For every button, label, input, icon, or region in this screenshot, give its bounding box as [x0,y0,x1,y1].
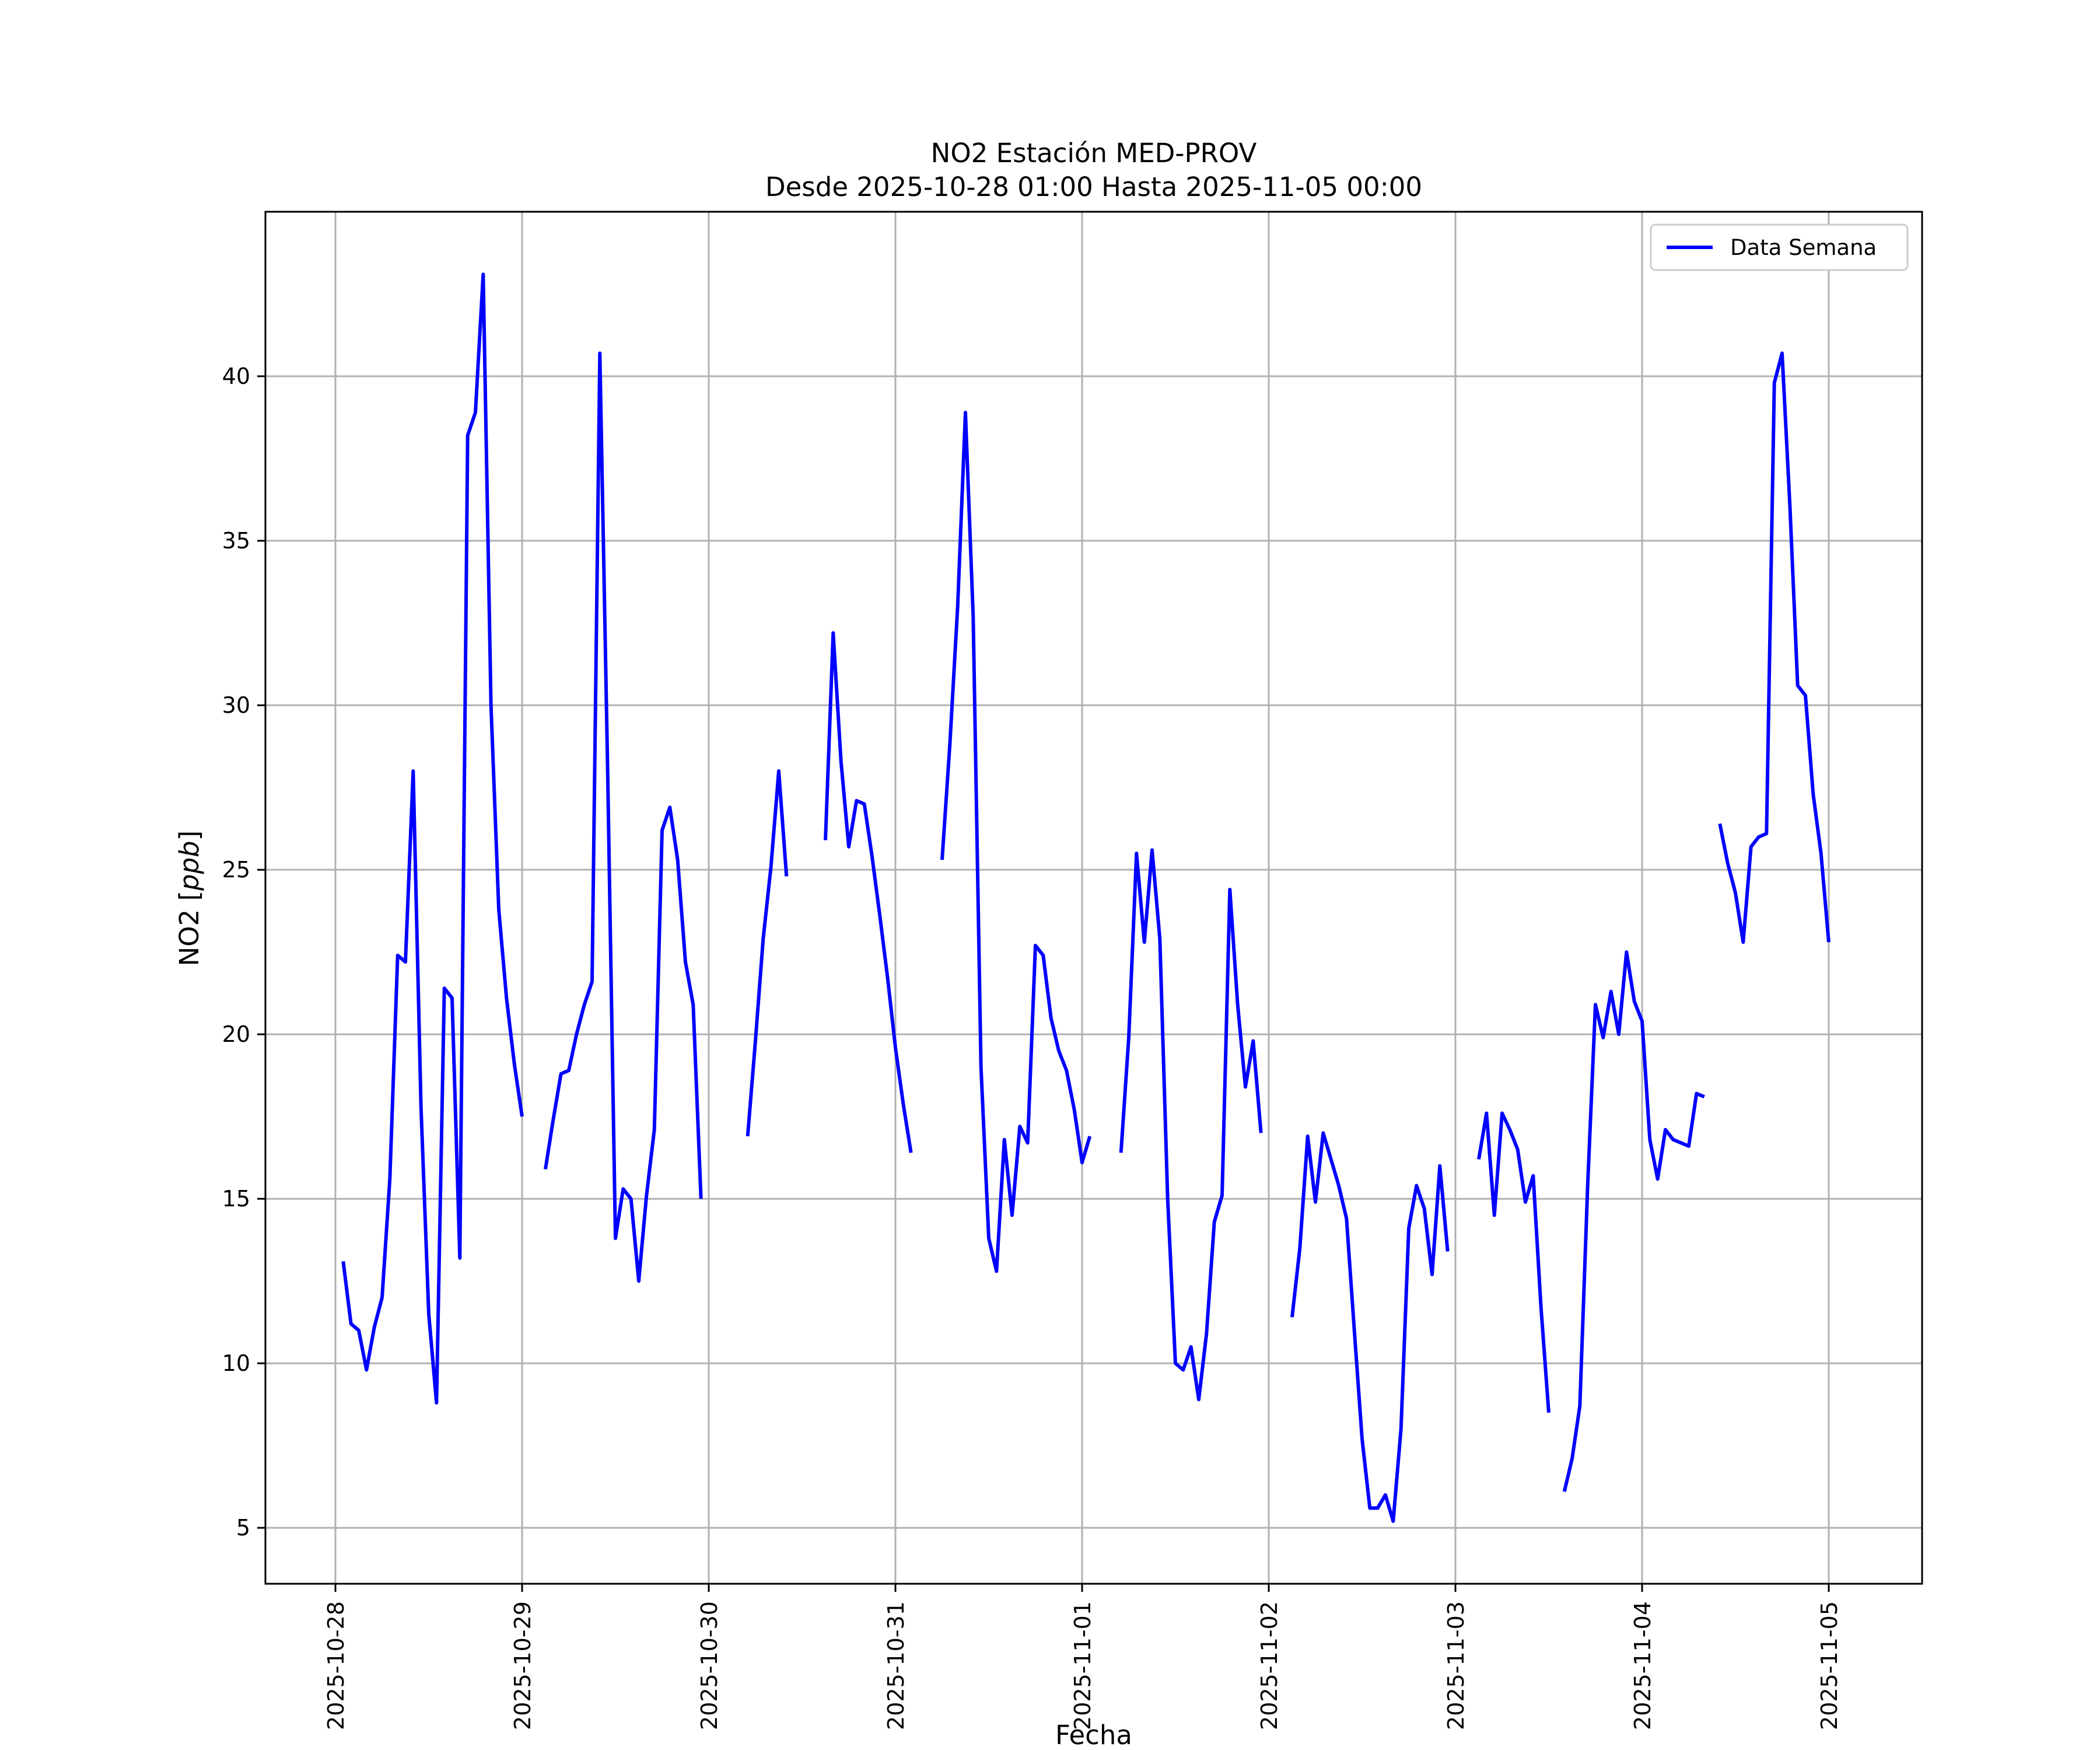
y-tick-label: 30 [222,692,250,718]
x-tick-label: 2025-11-01 [1070,1601,1096,1730]
y-axis-ticks: 5 10 15 20 25 30 35 40 [222,363,265,1541]
x-tick-label: 2025-11-05 [1817,1601,1842,1730]
plot-frame [264,211,1923,1585]
x-tick-label: 2025-10-30 [696,1601,722,1730]
x-tick-label: 2025-10-29 [510,1601,536,1730]
series-line-segment [1119,848,1263,1402]
y-tick-label: 15 [222,1186,250,1212]
y-axis-label-text: NO2 [ [174,891,205,967]
plot-area [264,211,1923,1585]
x-axis-label: Fecha [1055,1720,1132,1750]
x-tick-label: 2025-10-31 [883,1601,909,1730]
series-line-segment [1718,351,1831,944]
series-line-segment [341,272,524,1405]
series-line-segment [1477,1111,1550,1413]
legend: Data Semana [1650,223,1909,271]
x-tick-label: 2025-11-02 [1256,1601,1282,1730]
x-tick-label: 2025-11-04 [1630,1601,1656,1730]
y-tick-label: 20 [222,1021,250,1047]
series-line-segment [940,411,1092,1273]
data-series [341,272,1831,1523]
y-tick-label: 5 [236,1515,250,1541]
grid-lines [265,212,1922,1584]
x-axis-ticks: 2025-10-28 2025-10-29 2025-10-30 2025-10-31… [323,1584,1842,1730]
x-tick-label: 2025-11-03 [1443,1601,1469,1730]
x-tick-label: 2025-10-28 [323,1601,349,1730]
y-tick-label: 10 [222,1350,250,1376]
y-tick-label: 25 [222,857,250,883]
chart-title: NO2 Estación MED-PROV [931,138,1257,169]
y-axis-label-close: ] [174,831,205,841]
y-axis-label-unit: ppb [174,841,205,891]
legend-label: Data Semana [1730,235,1877,260]
series-line-segment [1290,1131,1450,1523]
y-tick-label: 35 [222,528,250,554]
series-line-segment [746,769,789,1137]
chart-subtitle: Desde 2025-10-28 01:00 Hasta 2025-11-05 … [765,172,1422,202]
y-axis-label: NO2 [ppb] [174,831,205,967]
legend-box [1650,223,1909,271]
series-line-segment [1562,950,1705,1492]
series-line-segment [544,351,703,1283]
y-tick-label: 40 [222,363,250,389]
plot-background [265,212,1922,1584]
series-line-segment [824,631,913,1153]
